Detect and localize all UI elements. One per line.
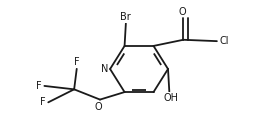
Text: O: O (178, 7, 186, 17)
Text: F: F (40, 97, 46, 107)
Text: OH: OH (163, 93, 178, 103)
Text: O: O (95, 102, 102, 112)
Text: F: F (74, 58, 80, 67)
Text: Br: Br (120, 12, 131, 22)
Text: Cl: Cl (219, 36, 229, 46)
Text: F: F (36, 81, 42, 91)
Text: N: N (101, 64, 108, 74)
